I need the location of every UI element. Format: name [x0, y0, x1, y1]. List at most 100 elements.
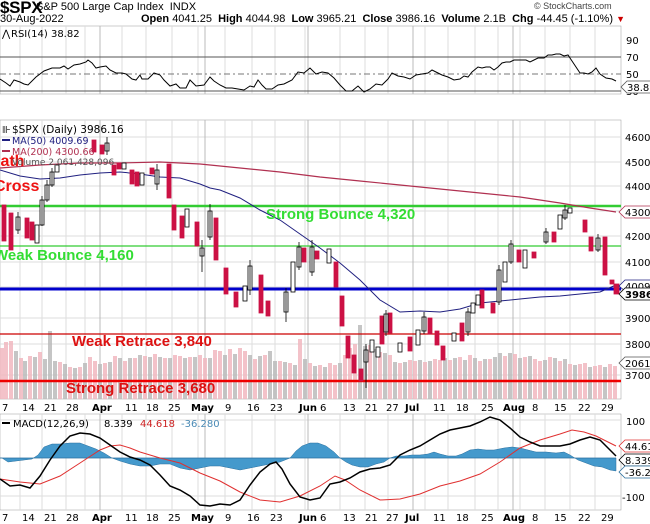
high-value: 4044.98 — [245, 13, 286, 25]
x-label: 27 — [386, 403, 399, 414]
price-tick-3800: 3800 — [625, 340, 650, 351]
x-label: 11 — [125, 403, 138, 414]
x-label-month: Jun — [298, 513, 317, 524]
x-label: 14 — [22, 513, 35, 524]
open-label: Open — [141, 13, 170, 25]
macd-value-tag — [618, 453, 650, 467]
x-label: 16 — [247, 513, 260, 524]
rsi-legend-label: RSI(14) 38.82 — [11, 29, 80, 40]
macd-tick-neg100: -100 — [622, 493, 645, 504]
strong-retrace-label: Strong Retrace 3,680 — [66, 380, 215, 397]
rsi-legend: ⋀ RSI(14) 38.82 — [1, 29, 80, 40]
exchange: INDX — [169, 1, 197, 13]
macd-tick-100: 100 — [626, 417, 645, 428]
x-axis: 7 14 21 28 Apr 11 18 25 May 9 16 23 Jun … — [2, 403, 614, 414]
x-label: 13 — [343, 403, 356, 414]
x-label: 21 — [44, 403, 57, 414]
ohlc-summary: Open 4041.25 High 4044.98 Low 3965.21 Cl… — [141, 13, 625, 25]
cross-label: Cross — [0, 178, 39, 195]
macd-axis: 100 -100 — [622, 417, 645, 504]
ma50-legend: MA(50) 4009.69 — [12, 136, 89, 147]
volume-tag — [618, 356, 650, 370]
death-label: Death — [0, 153, 24, 170]
x-label-month: May — [191, 513, 214, 524]
x-label-month: Aug — [503, 513, 525, 524]
x-label: 8 — [532, 403, 538, 414]
close-value: 3986.16 — [395, 13, 436, 25]
price-tick-3900: 3900 — [625, 314, 650, 325]
down-arrow-icon: ▼ — [616, 14, 625, 24]
macd-hist-tag-text: -36.2 — [625, 468, 650, 479]
macd-legend-label: MACD(12,26,9) — [13, 419, 89, 430]
volume-value: 2.1B — [483, 13, 506, 25]
x-label: 22 — [578, 403, 591, 414]
volume-label: Volume — [441, 13, 481, 25]
price-tick-4500: 4500 — [625, 158, 650, 169]
price-tick-4200: 4200 — [625, 232, 650, 243]
ma50-line — [0, 169, 617, 313]
open-value: 4041.25 — [172, 13, 212, 25]
stockcharts-brand: © StockCharts.com — [534, 1, 612, 11]
volume-legend: Volume 2,061,428,096 — [12, 158, 114, 168]
ma200-line — [0, 161, 617, 213]
x-label: 13 — [343, 513, 356, 524]
price-legend: ⊪ $SPX (Daily) 3986.16 MA(50) 4009.69 MA… — [2, 124, 124, 168]
x-label: 25 — [481, 513, 494, 524]
rsi-panel: 90 70 50 30 38.82 ⋀ RSI(14) 38.82 — [0, 25, 650, 98]
close-tag — [618, 287, 650, 301]
x-label: 8 — [532, 513, 538, 524]
x-label: 28 — [66, 403, 79, 414]
macd-legend: MACD(12,26,9) 8.339 44.618 -36.280 — [2, 419, 220, 430]
close-tag-text: 3986 — [625, 290, 650, 301]
macd-value-tag-text: 8.339 — [625, 456, 650, 467]
rsi-tick-70: 70 — [626, 53, 639, 64]
x-axis-bottom: 7 14 21 28 Apr 11 18 25 May 9 16 23 Jun … — [2, 513, 614, 524]
ma200-legend: MA(200) 4300.66 — [12, 147, 95, 158]
x-label: 27 — [386, 513, 399, 524]
x-label-month: Aug — [503, 403, 525, 414]
x-label: 23 — [270, 403, 283, 414]
rsi-chart-icon: ⋀ — [1, 29, 11, 40]
x-label-month: Jun — [298, 403, 317, 414]
x-label: 11 — [125, 513, 138, 524]
rsi-value-tag-text: 38.82 — [627, 83, 650, 94]
macd-legend-signal: 44.618 — [140, 419, 175, 430]
x-label: 9 — [225, 513, 231, 524]
macd-hist-tag — [618, 465, 650, 479]
x-label: 21 — [44, 513, 57, 524]
price-tick-4100: 4100 — [625, 258, 650, 269]
x-label: 18 — [456, 403, 469, 414]
x-label: 14 — [22, 403, 35, 414]
macd-line — [0, 416, 617, 507]
x-label: 25 — [168, 403, 181, 414]
rsi-value-tag — [620, 80, 650, 94]
chart-header: $SPX S&P 500 Large Cap Index INDX 30-Aug… — [0, 0, 650, 26]
x-label: 25 — [168, 513, 181, 524]
candlesticks — [1, 137, 620, 388]
x-label: 6 — [320, 513, 326, 524]
x-label: 18 — [146, 403, 159, 414]
x-label: 15 — [554, 513, 567, 524]
x-label-month: May — [191, 403, 214, 414]
x-label: 18 — [146, 513, 159, 524]
index-name: S&P 500 Large Cap Index — [36, 1, 164, 13]
x-label: 29 — [601, 403, 614, 414]
chg-value: -44.45 (-1.10%) — [536, 13, 613, 25]
rsi-line — [0, 53, 617, 93]
chart-annotations: Death Cross Strong Bounce 4,320 Weak Bou… — [0, 153, 415, 397]
candlestick-icon: ⊪ — [2, 125, 11, 136]
low-value: 3965.21 — [316, 13, 357, 25]
macd-histogram — [0, 442, 617, 472]
x-label: 28 — [66, 513, 79, 524]
x-label: 21 — [365, 513, 378, 524]
symbol: $SPX — [0, 0, 43, 17]
ma200-tag-text: 4300 — [625, 208, 650, 219]
x-label: 6 — [320, 403, 326, 414]
ma200-tag — [618, 205, 650, 219]
rsi-gridlines — [19, 26, 596, 94]
x-label: 25 — [481, 403, 494, 414]
price-axis: 4600 4500 4400 4200 4100 3900 3800 3700 — [625, 133, 650, 382]
macd-legend-hist: -36.280 — [181, 419, 220, 430]
price-tick-4400: 4400 — [625, 182, 650, 193]
